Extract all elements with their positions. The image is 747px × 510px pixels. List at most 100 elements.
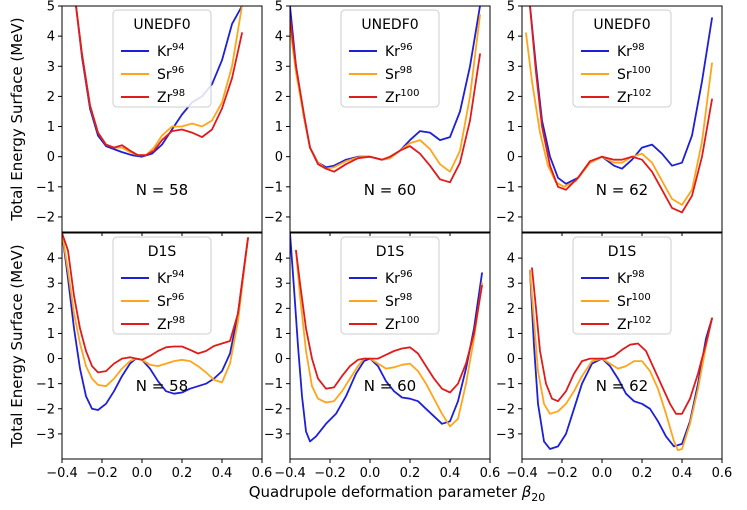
y-tick-label: −2 <box>264 210 283 225</box>
x-tick-label: 0.4 <box>440 466 461 481</box>
y-tick-label: 3 <box>507 277 515 292</box>
series-line-zr-100 <box>295 249 483 394</box>
y-tick-label: 5 <box>275 0 283 15</box>
chart-panel-1: −2 −1 0 1 2 3 4 5 N = 58 UNEDF0 Kr94 Sr96 Zr98 <box>36 0 263 236</box>
y-axis-label-top: Total Energy Surface (MeV) <box>8 17 26 221</box>
legend-title: UNEDF0 <box>133 17 190 33</box>
y-tick-label: 0 <box>275 352 283 367</box>
y-tick-label: 1 <box>47 120 55 135</box>
y-tick-label: 0 <box>47 150 55 165</box>
legend-box <box>112 236 212 335</box>
neutron-number-label: N = 58 <box>136 377 188 395</box>
panels: −2 −1 0 1 2 3 4 5 N = 58 UNEDF0 Kr94 Sr96 Zr98 −2 −1 0 1… <box>36 0 733 481</box>
x-tick-label: 0.4 <box>212 466 233 481</box>
y-tick-label: 4 <box>47 30 55 45</box>
series-lines <box>62 233 249 411</box>
neutron-number-label: N = 62 <box>596 181 648 199</box>
legend-label-sr: Sr98 <box>385 292 412 310</box>
legend: D1S Kr98 Sr100 Zr102 <box>572 236 672 335</box>
y-tick-label: 3 <box>507 60 515 75</box>
legend-label-zr: Zr98 <box>157 88 185 106</box>
y-tick-label: −2 <box>496 402 515 417</box>
chart-panel-3: −2 −1 0 1 2 3 4 5 N = 62 UNEDF0 Kr98 Sr100 Zr102 <box>496 0 723 236</box>
y-tick-label: 0 <box>507 352 515 367</box>
y-tick-label: 3 <box>47 277 55 292</box>
legend-title: UNEDF0 <box>361 17 418 33</box>
series-lines <box>525 6 713 214</box>
series-line-zr-98 <box>62 233 249 374</box>
plot-frame <box>61 5 263 233</box>
legend-label-sr: Sr96 <box>157 292 184 310</box>
series-line-kr-94 <box>75 6 243 158</box>
neutron-number-label: N = 62 <box>596 377 648 395</box>
series-line-zr-100 <box>290 17 481 184</box>
x-tick-label: 0.6 <box>252 466 273 481</box>
legend-box <box>572 236 672 335</box>
legend-title: D1S <box>376 244 405 260</box>
legend: UNEDF0 Kr94 Sr96 Zr98 <box>112 9 212 108</box>
y-tick-label: 5 <box>47 0 55 15</box>
series-line-zr-98 <box>75 6 243 157</box>
series-lines <box>75 6 243 158</box>
legend-label-sr: Sr96 <box>157 65 184 83</box>
y-tick-label: 4 <box>47 252 55 267</box>
x-tick-label: 0.0 <box>360 466 381 481</box>
legend-label-kr: Kr96 <box>385 269 413 287</box>
y-tick-label: 3 <box>47 60 55 75</box>
y-tick-label: 4 <box>275 30 283 45</box>
y-tick-label: 2 <box>47 302 55 317</box>
legend: UNEDF0 Kr96 Sr98 Zr100 <box>340 9 440 108</box>
legend-title: D1S <box>148 244 177 260</box>
x-tick-label: 0.2 <box>172 466 193 481</box>
legend-label-kr: Kr96 <box>385 42 413 60</box>
legend: D1S Kr94 Sr96 Zr98 <box>112 236 212 335</box>
x-tick-label: 0.2 <box>632 466 653 481</box>
y-axis-label-bottom: Total Energy Surface (MeV) <box>8 244 26 448</box>
y-tick-label: −2 <box>496 210 515 225</box>
legend: D1S Kr96 Sr98 Zr100 <box>340 236 440 335</box>
series-line-kr-98 <box>529 269 713 450</box>
series-line-kr-98 <box>529 6 713 185</box>
legend-label-zr: Zr100 <box>385 315 419 333</box>
plot-frame <box>61 232 263 460</box>
y-tick-label: −1 <box>264 180 283 195</box>
legend-label-sr: Sr100 <box>617 65 651 83</box>
x-axis-label: Quadrupole deformation parameter β20 <box>249 483 546 504</box>
chart-panel-4: −0.4 −0.2 0.0 0.2 0.4 0.6 −3 −2 −1 0 1 2 3 4 N = 58 D1S… <box>36 232 273 481</box>
y-tick-label: 2 <box>507 302 515 317</box>
y-tick-label: 5 <box>507 0 515 15</box>
legend-label-sr: Sr100 <box>617 292 651 310</box>
x-tick-label: −0.4 <box>46 466 78 481</box>
y-tick-label: 1 <box>275 327 283 342</box>
legend-box <box>572 9 672 108</box>
legend-label-zr: Zr102 <box>617 315 651 333</box>
y-tick-label: −2 <box>36 210 55 225</box>
y-tick-label: 2 <box>275 90 283 105</box>
x-tick-label: 0.6 <box>480 466 501 481</box>
y-tick-label: −3 <box>264 427 283 442</box>
y-tick-label: 4 <box>275 252 283 267</box>
y-tick-label: −1 <box>36 180 55 195</box>
chart-panel-5: −0.4 −0.2 0.0 0.2 0.4 0.6 −3 −2 −1 0 1 2 3 4 N = 60 D1S… <box>264 232 501 481</box>
x-tick-label: 0.2 <box>400 466 421 481</box>
legend-label-zr: Zr102 <box>617 88 651 106</box>
neutron-number-label: N = 60 <box>364 181 416 199</box>
y-tick-label: −1 <box>496 180 515 195</box>
plot-frame <box>289 232 491 460</box>
legend-box <box>340 9 440 108</box>
legend-label-sr: Sr98 <box>385 65 412 83</box>
series-lines <box>529 267 713 452</box>
legend-label-zr: Zr100 <box>385 88 419 106</box>
y-tick-label: 1 <box>47 327 55 342</box>
plot-frame <box>521 5 723 233</box>
series-line-zr-102 <box>529 6 713 214</box>
y-tick-label: 2 <box>507 90 515 105</box>
y-tick-label: −1 <box>36 377 55 392</box>
y-tick-label: 3 <box>275 60 283 75</box>
neutron-number-label: N = 60 <box>364 377 416 395</box>
series-lines <box>290 6 481 184</box>
y-tick-label: 1 <box>507 327 515 342</box>
y-tick-label: −1 <box>496 377 515 392</box>
x-tick-label: 0.0 <box>592 466 613 481</box>
y-tick-label: 2 <box>47 90 55 105</box>
